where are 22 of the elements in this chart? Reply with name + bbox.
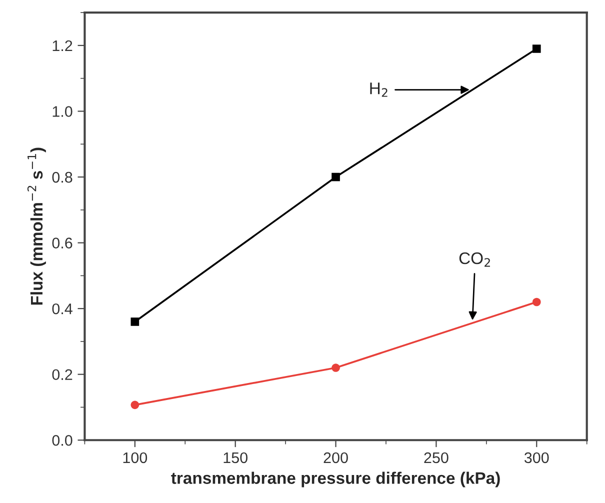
point xyxy=(532,44,541,53)
point xyxy=(332,364,340,372)
y-tick-label: 0.4 xyxy=(52,303,72,314)
x-tick-label: 200 xyxy=(324,452,348,464)
x-tick-label: 150 xyxy=(224,452,248,464)
y-tick-label: 0.6 xyxy=(52,238,72,248)
y-tick-label: 0.8 xyxy=(52,172,72,183)
legend-label: H$_{2}$ xyxy=(370,82,388,97)
point xyxy=(532,298,541,306)
y-tick-label: 1.2 xyxy=(52,40,72,51)
x-tick-label: 300 xyxy=(524,452,549,464)
y-tick-label: 1.0 xyxy=(52,106,72,117)
x-tick-label: 250 xyxy=(424,452,448,464)
y-axis-title: Flux (mmolm$^{−2}$ s$^{−1}$) xyxy=(27,148,46,305)
x-tick-label: 100 xyxy=(123,452,148,464)
point xyxy=(130,318,140,326)
x-axis-title: transmembrane pressure difference (kPa) xyxy=(171,472,500,488)
point xyxy=(332,172,340,182)
y-tick-label: 0.2 xyxy=(52,369,72,380)
point xyxy=(130,400,140,410)
y-tick-label: 0.0 xyxy=(52,434,72,446)
text: CO$_{2}$ xyxy=(459,252,490,267)
